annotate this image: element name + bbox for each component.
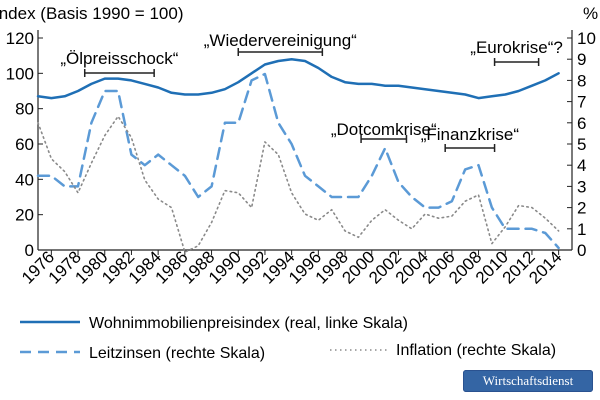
left-tick-label: 60: [15, 135, 34, 154]
series-line-rates: [36, 72, 560, 250]
right-tick-label: 0: [577, 241, 586, 260]
right-tick-label: 1: [577, 220, 586, 239]
right-tick-label: 5: [577, 135, 586, 154]
annotation-label: „Dotcomkrise“: [331, 120, 437, 139]
right-tick-label: 8: [577, 71, 586, 90]
series-lines: [36, 57, 560, 253]
annotation-label: „Wiedervereinigung“: [204, 31, 357, 50]
legend-label-inflation: Inflation (rechte Skala): [396, 342, 556, 359]
left-axis-title: Index (Basis 1990 = 100): [0, 4, 183, 23]
right-tick-label: 4: [577, 156, 586, 175]
right-axis-title: %: [583, 4, 598, 23]
annotation-label: „Ölpreisschock“: [60, 49, 178, 68]
left-tick-label: 100: [6, 64, 34, 83]
right-tick-label: 6: [577, 114, 586, 133]
right-tick-label: 10: [577, 29, 596, 48]
left-tick-label: 80: [15, 100, 34, 119]
axes: 0204060801001200123456789101976197819801…: [6, 29, 596, 288]
right-tick-label: 7: [577, 93, 586, 112]
left-tick-label: 40: [15, 170, 34, 189]
left-tick-label: 20: [15, 206, 34, 225]
legend-label-rates: Leitzinsen (rechte Skala): [89, 345, 265, 362]
annotation-label: „Eurokrise“?: [470, 38, 563, 57]
series-line-index: [36, 57, 560, 100]
right-tick-label: 2: [577, 199, 586, 218]
annotation-label: „Finanzkrise“: [421, 125, 520, 144]
legend-label-index: Wohnimmobilienpreisindex (real, linke Sk…: [89, 315, 408, 332]
annotations: „Ölpreisschock“ „Wiedervereinigung“ „Dotco…: [60, 31, 563, 152]
brand-logo: Wirtschaftsdienst: [463, 370, 593, 392]
legend: Wohnimmobilienpreisindex (real, linke Sk…: [20, 315, 556, 362]
series-line-inflation: [37, 115, 560, 253]
right-tick-label: 9: [577, 50, 586, 69]
right-tick-label: 3: [577, 177, 586, 196]
left-tick-label: 0: [25, 241, 34, 260]
left-tick-label: 120: [6, 29, 34, 48]
